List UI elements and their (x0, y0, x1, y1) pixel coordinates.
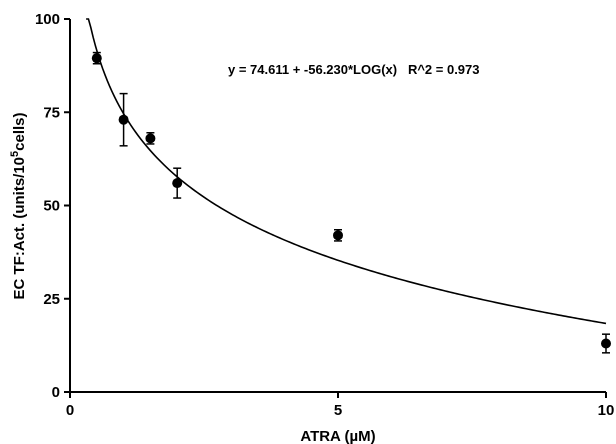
y-axis-title-end: cells) (11, 112, 28, 150)
error-bars (92, 51, 610, 354)
data-point-1 (118, 114, 129, 125)
y-tick-label-0: 0 (52, 384, 60, 401)
ticks (64, 18, 607, 398)
fit-curve (86, 18, 607, 325)
data-point-0 (91, 53, 102, 64)
tick-labels: 0 25 50 75 100 0 5 10 (35, 11, 614, 419)
y-tick-label-100: 100 (35, 11, 60, 28)
fit-equation: y = 74.611 + -56.230*LOG(x) R^2 = 0.973 (228, 62, 480, 77)
data-point-3 (172, 178, 183, 189)
x-axis-title: ATRA (µM) (300, 428, 375, 444)
data-point-4 (333, 230, 343, 241)
data-points (91, 53, 611, 349)
x-tick-label-5: 5 (334, 402, 342, 419)
data-point-5 (601, 338, 611, 349)
y-axis-title: EC TF:Act. (units/105cells) (9, 112, 28, 299)
y-tick-label-25: 25 (43, 291, 60, 308)
y-tick-label-75: 75 (43, 104, 60, 121)
y-axis-title-sup: 5 (9, 151, 21, 157)
data-point-2 (145, 133, 156, 144)
x-tick-label-10: 10 (598, 402, 615, 419)
y-tick-label-50: 50 (43, 198, 60, 215)
x-tick-label-0: 0 (66, 402, 74, 419)
y-axis-title-main: EC TF:Act. (units/10 (11, 157, 28, 300)
